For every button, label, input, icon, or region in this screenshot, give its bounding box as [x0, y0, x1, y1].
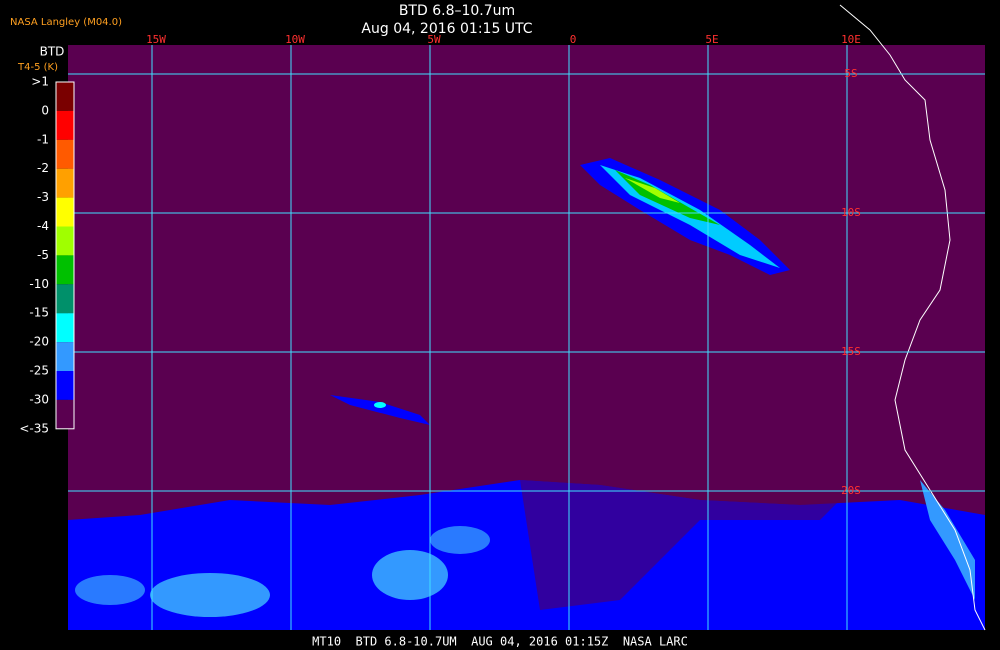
legend-label: -4 [37, 219, 49, 233]
legend-frame [55, 81, 75, 430]
legend-title: BTD [40, 45, 65, 59]
legend-label: -25 [29, 364, 49, 378]
legend-label: -2 [37, 161, 49, 175]
legend-swatch [56, 82, 74, 111]
graticule: 15W 10W 5W 0 5E 10E 5S 10S 15S 20S [68, 33, 985, 630]
legend-swatch [56, 284, 74, 314]
longitude-label: 5E [705, 33, 718, 46]
cloud-patch [150, 573, 270, 617]
longitude-label: 5W [427, 33, 441, 46]
legend-swatch [56, 313, 74, 343]
legend-label: -20 [29, 335, 49, 349]
legend-label: -15 [29, 306, 49, 320]
legend-swatch [56, 255, 74, 285]
legend-swatch [56, 371, 74, 400]
legend-swatch [56, 197, 74, 227]
legend-swatch [56, 226, 74, 256]
longitude-label: 10E [841, 33, 861, 46]
cloud-patch [372, 550, 448, 600]
legend-swatch [56, 342, 74, 371]
latitude-label: 10S [841, 206, 861, 219]
coastal-cloud [920, 480, 975, 600]
legend-swatch [56, 399, 74, 429]
longitude-label: 10W [285, 33, 305, 46]
legend-label: >1 [31, 75, 49, 89]
map: 15W 10W 5W 0 5E 10E 5S 10S 15S 20S [68, 4, 986, 631]
latitude-label: 15S [841, 345, 861, 358]
clear-patch [520, 480, 840, 610]
plume-small [330, 395, 430, 425]
title: BTD 6.8–10.7um [399, 3, 515, 19]
legend: >1 0 -1 -2 -3 -4 -5 -10 -15 -20 -25 -30 <-35 [19, 75, 75, 435]
legend-label: -5 [37, 248, 49, 262]
coastline [839, 4, 986, 631]
legend-swatch [56, 110, 74, 140]
legend-swatch [56, 139, 74, 169]
plume-peak [625, 178, 680, 203]
legend-label: 0 [41, 103, 49, 117]
legend-swatch [56, 168, 74, 198]
legend-label: -3 [37, 190, 49, 204]
legend-label: -30 [29, 392, 49, 406]
source: NASA Langley (M04.0) [10, 17, 122, 28]
longitude-label: 15W [146, 33, 166, 46]
legend-subtitle: T4-5 (K) [17, 62, 58, 73]
longitude-label: 0 [570, 33, 577, 46]
cloud-patch [75, 575, 145, 605]
footer: MT10 BTD 6.8-10.7UM AUG 04, 2016 01:15Z … [312, 635, 688, 649]
latitude-label: 5S [844, 67, 857, 80]
cloud-patch [430, 526, 490, 554]
legend-label: <-35 [19, 421, 49, 435]
subtitle: Aug 04, 2016 01:15 UTC [361, 21, 532, 37]
legend-label: -1 [37, 132, 49, 146]
latitude-label: 20S [841, 484, 861, 497]
legend-label: -10 [29, 277, 49, 291]
plume-small [374, 402, 386, 408]
